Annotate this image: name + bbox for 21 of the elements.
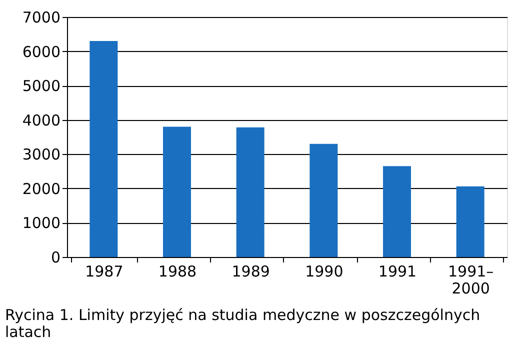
y-tick-label: 4000 <box>22 111 60 130</box>
y-tick-label: 5000 <box>22 77 60 96</box>
x-tick-label: 1988 <box>158 262 197 280</box>
bar <box>383 166 411 257</box>
x-tick-label: 1989 <box>232 262 270 280</box>
bar <box>90 41 118 257</box>
bar <box>310 144 338 257</box>
y-tick-label: 0 <box>50 248 60 266</box>
y-tick-label: 2000 <box>22 180 60 198</box>
x-tick-label: 1987 <box>85 262 124 280</box>
y-tick-label: 1000 <box>22 214 60 232</box>
x-tick-label: 1990 <box>305 262 344 280</box>
y-tick-label: 7000 <box>22 8 60 26</box>
bar <box>236 127 264 257</box>
bar <box>456 186 484 257</box>
x-tick-label: 1991–2000 <box>448 262 494 298</box>
y-tick-label: 6000 <box>22 42 60 61</box>
text: Rycina 1. Limity przyjęć na studia medyczne w poszczególnych latach <box>5 306 480 341</box>
x-tick-label: 1991 <box>378 262 417 280</box>
y-tick-label: 3000 <box>22 146 60 164</box>
bar <box>163 126 191 257</box>
